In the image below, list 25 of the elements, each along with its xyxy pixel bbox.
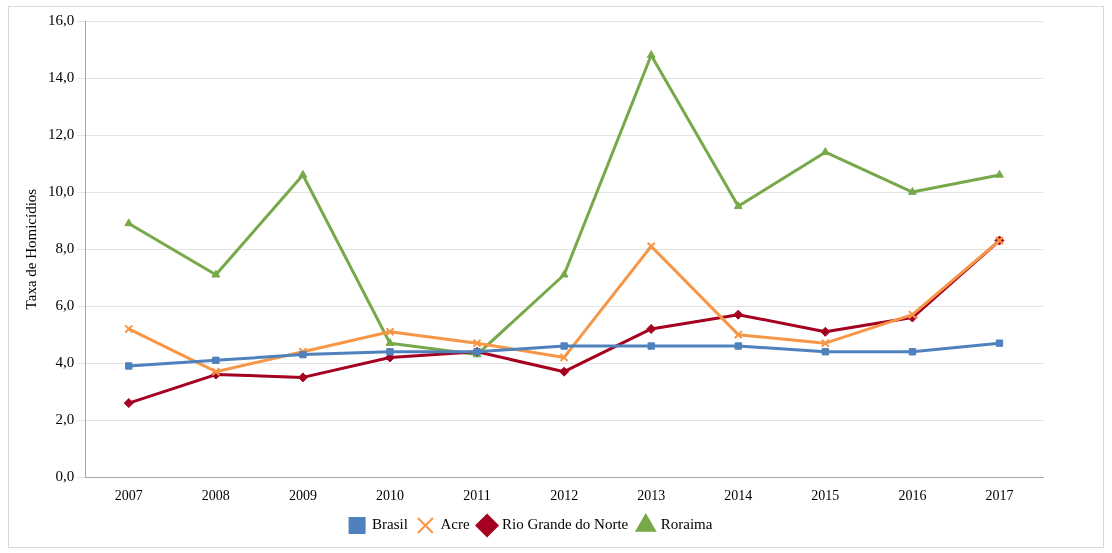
- x-tick-label: 2013: [637, 488, 666, 504]
- legend-label: Brasil: [372, 516, 408, 533]
- x-tick-label: 2012: [550, 488, 579, 504]
- x-tick-label: 2009: [288, 488, 317, 504]
- x-tick-label: 2014: [724, 488, 753, 504]
- y-tick-label: 2,0: [55, 411, 75, 428]
- legend-label: Roraima: [660, 516, 713, 533]
- y-tick-label: 10,0: [48, 183, 75, 200]
- y-tick-label: 6,0: [55, 297, 75, 314]
- y-tick-label: 16,0: [48, 11, 75, 28]
- x-tick-label: 2017: [985, 488, 1014, 504]
- x-tick-label: 2016: [898, 488, 927, 504]
- legend-label: Rio Grande do Norte: [502, 516, 629, 533]
- x-tick-label: 2007: [114, 488, 143, 504]
- x-tick-label: 2011: [463, 488, 491, 504]
- x-tick-label: 2010: [375, 488, 404, 504]
- y-tick-label: 0,0: [55, 468, 75, 485]
- x-tick-label: 2008: [201, 488, 230, 504]
- y-tick-label: 12,0: [48, 125, 75, 142]
- y-axis-title: Taxa de Homicídios: [22, 188, 39, 310]
- legend-label: Acre: [440, 516, 470, 533]
- y-tick-label: 8,0: [55, 240, 75, 257]
- x-tick-label: 2015: [811, 488, 840, 504]
- y-tick-label: 4,0: [55, 354, 75, 371]
- y-tick-label: 14,0: [48, 68, 75, 85]
